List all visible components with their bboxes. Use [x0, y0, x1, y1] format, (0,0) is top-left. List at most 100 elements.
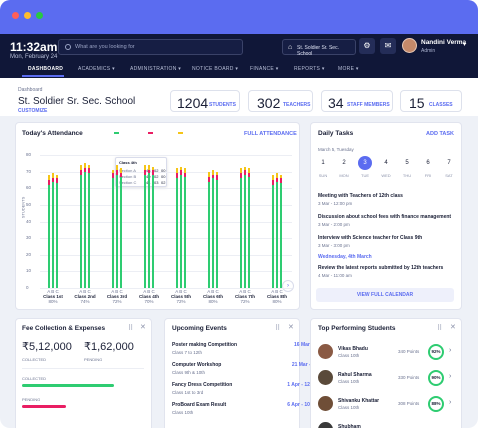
stat-teachers[interactable]: 302 TEACHERS	[248, 90, 313, 112]
nav-academics[interactable]: ACADEMICS ▾	[78, 66, 115, 72]
stat-staff[interactable]: 34 STAFF MEMBERS	[321, 90, 393, 112]
chevron-right-icon[interactable]: ›	[449, 373, 452, 380]
chart-bar[interactable]	[212, 178, 214, 288]
nav-more[interactable]: MORE ▾	[338, 66, 359, 72]
close-icon[interactable]: ✕	[450, 324, 456, 331]
chart-bar[interactable]	[244, 174, 246, 288]
chart-bar[interactable]	[52, 178, 54, 182]
chart-bar[interactable]	[116, 169, 118, 175]
chart-bar[interactable]	[248, 173, 250, 177]
chart-bar[interactable]	[120, 176, 122, 288]
task-item[interactable]: Meeting with Teachers of 12th class 3 Mar…	[318, 193, 456, 206]
chart-bar[interactable]	[88, 173, 90, 288]
chart-bar[interactable]	[272, 184, 274, 288]
chart-bar[interactable]	[208, 176, 210, 182]
event-item[interactable]: Fancy Dress Competition Class 1st to 3rd 1…	[172, 382, 326, 395]
chart-bar[interactable]	[272, 174, 274, 180]
chart-bar[interactable]	[56, 183, 58, 288]
chart-bar[interactable]	[80, 174, 82, 288]
drag-handle-icon[interactable]: ⠿	[437, 325, 443, 332]
chart-bar[interactable]	[240, 173, 242, 179]
avatar[interactable]	[402, 38, 417, 53]
chart-bar[interactable]	[116, 164, 118, 170]
task-item[interactable]: Review the latest reports submitted by 1…	[318, 265, 443, 278]
chevron-right-icon[interactable]: ›	[449, 347, 452, 354]
chart-bar[interactable]	[208, 171, 210, 177]
chart-bar[interactable]	[212, 169, 214, 175]
chart-bar[interactable]	[212, 174, 214, 179]
chart-bar[interactable]	[248, 176, 250, 288]
chart-bar[interactable]	[48, 184, 50, 288]
student-row[interactable]: Shubham	[318, 422, 458, 428]
chart-bar[interactable]	[180, 166, 182, 170]
nav-notice-board[interactable]: NOTICE BOARD ▾	[192, 66, 239, 72]
chart-bar[interactable]	[216, 171, 218, 175]
student-row[interactable]: Vikas Bhadu Class 10th 340 Points 92% ›	[318, 344, 458, 364]
chevron-down-icon[interactable]: ▾	[463, 42, 467, 48]
calendar-day[interactable]: 3 TUE	[356, 156, 374, 178]
chart-bar[interactable]	[176, 178, 178, 288]
chart-bar[interactable]	[52, 181, 54, 288]
chart-bar[interactable]	[152, 169, 154, 175]
calendar-day[interactable]: 2 MON	[335, 156, 353, 178]
stat-classes[interactable]: 15 CLASSES	[400, 90, 462, 112]
notification-icon[interactable]: ✉	[380, 38, 396, 54]
drag-handle-icon[interactable]: ⠿	[275, 325, 281, 332]
chart-bar[interactable]	[116, 174, 118, 288]
nav-dashboard[interactable]: DASHBOARD	[28, 66, 64, 72]
chart-bar[interactable]	[48, 179, 50, 185]
chart-bar[interactable]	[240, 168, 242, 174]
student-row[interactable]: Rahul Sharma Class 10th 330 Points 90% ›	[318, 370, 458, 390]
add-task-link[interactable]: ADD TASK	[426, 131, 455, 137]
task-item[interactable]: Discussion about school fees with financ…	[318, 214, 456, 227]
chart-bar[interactable]	[52, 173, 54, 179]
search-input[interactable]: What are you looking for	[58, 39, 243, 55]
minimize-dot[interactable]	[24, 12, 31, 19]
chart-bar[interactable]	[112, 178, 114, 288]
chart-bar[interactable]	[144, 174, 146, 288]
breadcrumb[interactable]: Dashboard	[18, 87, 43, 93]
chart-bar[interactable]	[180, 169, 182, 175]
full-attendance-link[interactable]: FULL ATTENDANCE	[244, 131, 297, 137]
chart-bar[interactable]	[180, 174, 182, 288]
chart-bar[interactable]	[280, 174, 282, 179]
chart-bar[interactable]	[88, 168, 90, 174]
chart-bar[interactable]	[148, 164, 150, 170]
chart-bar[interactable]	[112, 173, 114, 179]
chart-bar[interactable]	[84, 163, 86, 169]
chart-bar[interactable]	[208, 181, 210, 288]
chart-bar[interactable]	[112, 169, 114, 174]
chart-bar[interactable]	[276, 181, 278, 288]
event-item[interactable]: Poster making Competition Class 7 to 12th…	[172, 342, 326, 355]
event-item[interactable]: Computer Workshop Class 9th & 10th 21 Mar …	[172, 362, 326, 375]
stat-students[interactable]: 1204 STUDENTS	[170, 90, 240, 112]
close-dot[interactable]	[12, 12, 19, 19]
calendar-day[interactable]: 5 THU	[398, 156, 416, 178]
chart-bar[interactable]	[244, 166, 246, 170]
chart-bar[interactable]	[248, 168, 250, 174]
school-switcher-button[interactable]: ⌂ St. Soldier Sr. Sec. School	[282, 39, 356, 57]
drag-handle-icon[interactable]: ⠿	[128, 325, 134, 332]
chart-bar[interactable]	[152, 174, 154, 288]
chart-bar[interactable]	[80, 164, 82, 170]
chart-bar[interactable]	[216, 179, 218, 288]
chart-bar[interactable]	[120, 173, 122, 177]
chevron-right-icon[interactable]: ›	[449, 399, 452, 406]
chart-bar[interactable]	[48, 174, 50, 180]
chevron-right-icon[interactable]: ›	[282, 280, 294, 292]
calendar-day[interactable]: 4 WED	[377, 156, 395, 178]
customize-link[interactable]: CUSTOMIZE	[18, 108, 48, 114]
chart-bar[interactable]	[80, 169, 82, 175]
chart-bar[interactable]	[88, 164, 90, 169]
calendar-day[interactable]: 1 SUN	[314, 156, 332, 178]
settings-icon[interactable]: ⚙	[359, 38, 375, 54]
chart-bar[interactable]	[184, 173, 186, 177]
chart-bar[interactable]	[184, 176, 186, 288]
chart-bar[interactable]	[276, 178, 278, 182]
chart-bar[interactable]	[56, 174, 58, 179]
nav-administration[interactable]: ADMINISTRATION ▾	[130, 66, 182, 72]
chart-bar[interactable]	[148, 169, 150, 174]
close-icon[interactable]: ✕	[140, 324, 146, 331]
student-row[interactable]: Shivanku Khattar Class 10th 308 Points 88% ›	[318, 396, 458, 416]
chart-bar[interactable]	[120, 168, 122, 174]
